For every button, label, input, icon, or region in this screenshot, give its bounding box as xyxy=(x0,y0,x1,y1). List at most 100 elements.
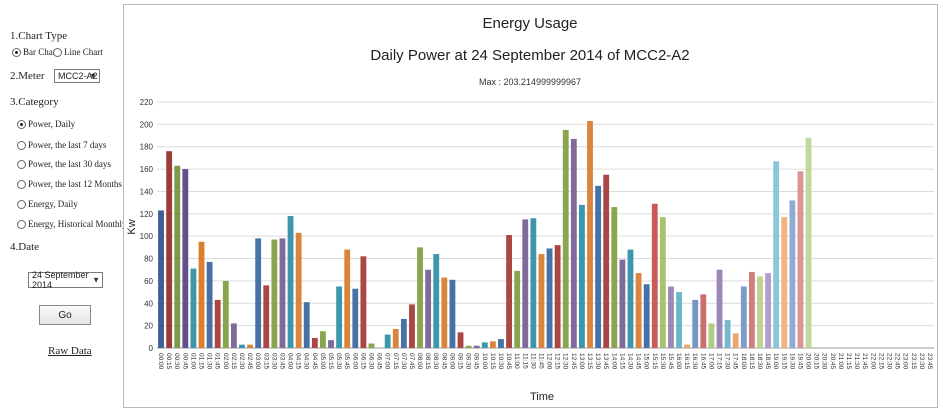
bar[interactable] xyxy=(554,245,561,348)
raw-data-link[interactable]: Raw Data xyxy=(48,345,92,357)
bar[interactable] xyxy=(239,344,245,348)
bar[interactable] xyxy=(360,256,367,348)
radio-power-daily-icon[interactable] xyxy=(17,119,26,129)
bar[interactable] xyxy=(570,138,577,348)
radio-power-daily[interactable]: Power, Daily xyxy=(17,119,75,129)
bar[interactable] xyxy=(279,238,286,348)
bar[interactable] xyxy=(627,249,634,348)
bar[interactable] xyxy=(651,203,658,348)
bar[interactable] xyxy=(765,273,771,348)
bar[interactable] xyxy=(409,304,415,348)
bar[interactable] xyxy=(166,151,173,348)
bar[interactable] xyxy=(797,171,804,348)
meter-select[interactable]: MCC2-A2 ▼ xyxy=(54,69,100,83)
bar[interactable] xyxy=(611,207,618,348)
bar[interactable] xyxy=(417,247,423,348)
bar[interactable] xyxy=(182,169,189,348)
bar[interactable] xyxy=(748,271,755,348)
bar[interactable] xyxy=(263,285,270,348)
bar[interactable] xyxy=(441,277,448,348)
radio-power-30-days[interactable]: Power, the last 30 days xyxy=(17,159,111,169)
bar[interactable] xyxy=(328,340,334,348)
bar[interactable] xyxy=(579,204,585,348)
bar[interactable] xyxy=(692,299,699,348)
bar[interactable] xyxy=(352,288,359,348)
bar[interactable] xyxy=(344,249,351,348)
bar[interactable] xyxy=(247,344,253,348)
bar[interactable] xyxy=(659,217,666,348)
radio-power-12-months-icon[interactable] xyxy=(17,179,26,189)
bar[interactable] xyxy=(465,345,472,348)
bar[interactable] xyxy=(635,273,642,348)
bar[interactable] xyxy=(384,334,391,348)
radio-energy-historical-monthly[interactable]: Energy, Historical Monthly xyxy=(17,219,127,229)
bar[interactable] xyxy=(789,200,796,348)
radio-bar-chart-icon[interactable] xyxy=(12,47,21,57)
radio-power-30-days-icon[interactable] xyxy=(17,159,26,169)
bar[interactable] xyxy=(708,323,715,348)
bar[interactable] xyxy=(724,320,731,348)
bar[interactable] xyxy=(805,137,812,348)
bar[interactable] xyxy=(781,217,788,348)
bar[interactable] xyxy=(668,286,674,349)
bar[interactable] xyxy=(587,121,593,348)
date-select[interactable]: 24 September 2014 ▼ xyxy=(28,270,103,290)
bar[interactable] xyxy=(716,269,723,348)
chevron-down-icon[interactable]: ▼ xyxy=(92,275,100,285)
radio-power-12-months[interactable]: Power, the last 12 Months xyxy=(17,179,122,189)
bar[interactable] xyxy=(311,337,318,348)
radio-energy-historical-monthly-icon[interactable] xyxy=(17,219,26,229)
bar[interactable] xyxy=(206,261,213,348)
bar[interactable] xyxy=(732,333,739,348)
bar[interactable] xyxy=(190,268,197,348)
bar[interactable] xyxy=(222,280,229,348)
bar[interactable] xyxy=(214,299,221,348)
bar[interactable] xyxy=(255,238,262,348)
bar[interactable] xyxy=(757,276,763,348)
bar[interactable] xyxy=(603,174,610,348)
radio-line-chart[interactable]: Line Chart xyxy=(53,47,103,57)
bar[interactable] xyxy=(643,284,650,348)
bar[interactable] xyxy=(740,286,747,349)
radio-bar-chart[interactable]: Bar Chart xyxy=(12,47,58,57)
bar[interactable] xyxy=(676,292,682,348)
bar[interactable] xyxy=(174,165,181,348)
bar[interactable] xyxy=(506,235,512,348)
bar[interactable] xyxy=(522,219,529,348)
bar[interactable] xyxy=(198,241,205,348)
go-button[interactable]: Go xyxy=(39,305,91,325)
chevron-down-icon[interactable]: ▼ xyxy=(89,71,97,81)
bar[interactable] xyxy=(449,279,456,348)
bar[interactable] xyxy=(562,129,569,348)
bar[interactable] xyxy=(773,161,780,348)
bar[interactable] xyxy=(295,232,302,348)
bar[interactable] xyxy=(489,341,496,348)
bar[interactable] xyxy=(336,286,343,349)
bar[interactable] xyxy=(271,239,278,348)
bar[interactable] xyxy=(481,342,488,348)
bar[interactable] xyxy=(530,218,537,348)
bar[interactable] xyxy=(514,270,521,348)
bar[interactable] xyxy=(457,332,464,348)
bar[interactable] xyxy=(684,344,691,348)
radio-line-chart-icon[interactable] xyxy=(53,47,62,57)
bar[interactable] xyxy=(546,248,553,348)
bar[interactable] xyxy=(498,339,504,348)
bar[interactable] xyxy=(320,331,326,348)
bar[interactable] xyxy=(400,318,407,348)
radio-power-7-days[interactable]: Power, the last 7 days xyxy=(17,140,106,150)
bar[interactable] xyxy=(433,254,440,348)
bar[interactable] xyxy=(368,343,375,348)
bar[interactable] xyxy=(287,216,294,348)
bar[interactable] xyxy=(303,302,310,348)
radio-energy-daily-icon[interactable] xyxy=(17,199,26,209)
bar[interactable] xyxy=(425,269,432,348)
bar[interactable] xyxy=(700,294,707,348)
bar[interactable] xyxy=(392,328,399,348)
bar[interactable] xyxy=(595,185,602,348)
radio-energy-daily[interactable]: Energy, Daily xyxy=(17,199,78,209)
bar[interactable] xyxy=(619,259,626,348)
radio-power-7-days-icon[interactable] xyxy=(17,140,26,150)
bar[interactable] xyxy=(473,345,480,348)
bar[interactable] xyxy=(538,254,545,348)
